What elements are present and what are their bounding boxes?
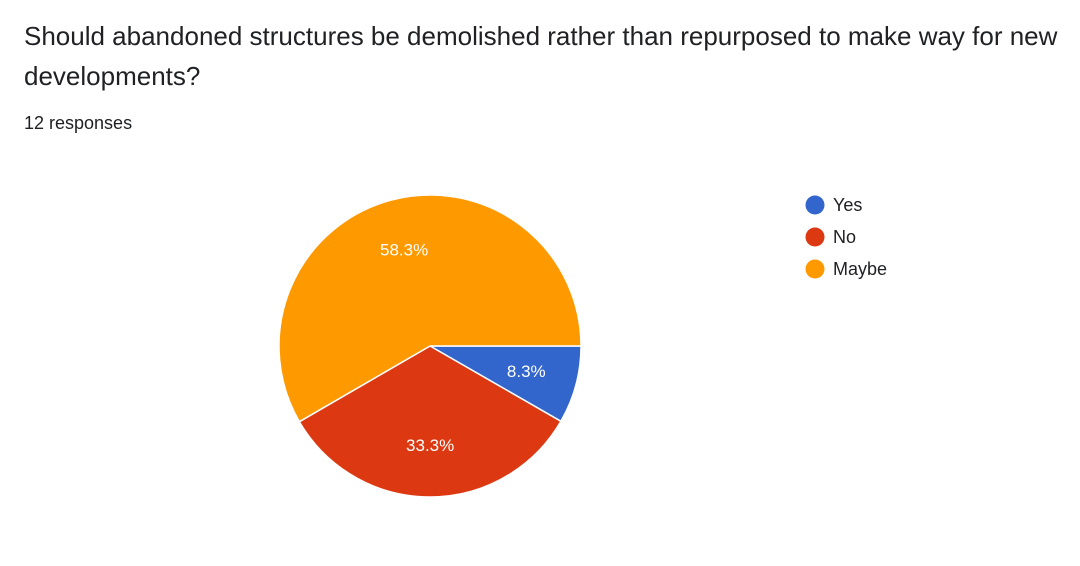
legend: Yes No Maybe [805, 195, 888, 279]
legend-swatch [805, 259, 825, 279]
legend-item-no[interactable]: No [805, 227, 857, 247]
pie-slice-no[interactable] [298, 345, 562, 498]
slice-label-maybe: 58.3% [380, 240, 428, 259]
legend-swatch [805, 195, 825, 215]
slice-label-no: 33.3% [406, 436, 454, 455]
legend-label: No [833, 227, 856, 247]
pie-slices [278, 194, 582, 498]
legend-item-maybe[interactable]: Maybe [805, 259, 888, 279]
response-count: 12 responses [24, 113, 133, 133]
legend-label: Maybe [833, 259, 887, 279]
legend-swatch [805, 227, 825, 247]
slice-label-yes: 8.3% [507, 362, 546, 381]
legend-label: Yes [833, 195, 862, 215]
pie-slice-labels: 8.3% 33.3% 58.3% [380, 240, 546, 455]
question-title: Should abandoned structures be demolishe… [24, 21, 1058, 91]
pie-slice-maybe[interactable] [278, 194, 582, 423]
legend-item-yes[interactable]: Yes [805, 195, 863, 215]
